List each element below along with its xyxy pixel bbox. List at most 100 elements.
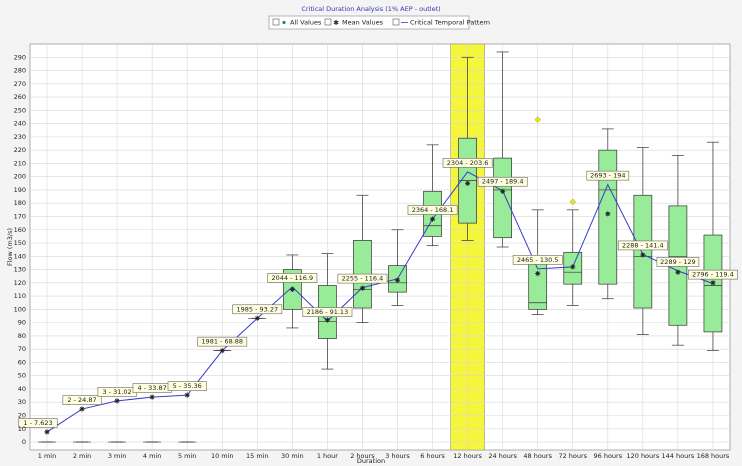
- value-label: 3 - 31.02: [102, 388, 131, 396]
- x-tick-label: 2 hours: [350, 452, 375, 460]
- mean-marker: [710, 280, 716, 286]
- value-label-box: [267, 273, 318, 283]
- legend-label: Mean Values: [342, 19, 384, 27]
- y-tick-label: 230: [14, 133, 26, 141]
- y-tick-label: 40: [18, 385, 26, 393]
- legend-checkbox[interactable]: [272, 18, 280, 26]
- x-tick-label: 48 hours: [523, 452, 552, 460]
- y-tick-label: 190: [14, 186, 26, 194]
- value-label-box: [688, 269, 738, 280]
- y-tick-label: 210: [14, 159, 26, 167]
- value-label: 2 - 24.87: [67, 396, 96, 404]
- y-tick-label: 200: [14, 173, 26, 181]
- y-tick-label: 90: [18, 319, 26, 327]
- mean-marker: [675, 269, 681, 275]
- value-label-box: [302, 307, 353, 317]
- x-tick-label: 30 min: [281, 452, 304, 460]
- mean-marker: [114, 398, 120, 404]
- y-tick-label: 170: [14, 212, 26, 220]
- x-tick-label: 144 hours: [662, 452, 695, 460]
- mean-marker: [184, 392, 190, 398]
- y-tick-label: 180: [14, 199, 26, 207]
- x-tick-label: 72 hours: [558, 452, 587, 460]
- box: [598, 149, 618, 285]
- mean-marker: [359, 285, 366, 291]
- mean-marker: [570, 264, 576, 270]
- value-label: 2289 - 129: [660, 258, 695, 266]
- mean-marker: [640, 252, 646, 258]
- value-label: 2288 - 141.4: [622, 241, 664, 249]
- value-label: 2304 - 203.6: [447, 159, 489, 167]
- x-tick-label: 12 hours: [453, 452, 482, 460]
- x-tick-label: 3 hours: [385, 452, 410, 460]
- y-tick-label: 120: [14, 279, 26, 287]
- value-label: 2255 - 116.4: [342, 275, 384, 283]
- y-tick-label: 130: [14, 266, 26, 274]
- y-tick-label: 150: [14, 239, 26, 247]
- y-tick-label: 10: [18, 425, 26, 433]
- value-label: 2497 - 189.4: [482, 178, 524, 186]
- value-label-box: [232, 304, 283, 315]
- mean-marker: [289, 286, 295, 293]
- x-tick-label: 168 hours: [697, 452, 730, 460]
- legend-checkbox[interactable]: [324, 18, 332, 26]
- y-tick-label: 110: [14, 292, 26, 300]
- x-tick-label: 96 hours: [593, 452, 622, 460]
- grid: [30, 43, 730, 451]
- x-tick-label: 1 hour: [317, 452, 338, 460]
- value-label-box: [18, 418, 58, 428]
- mean-marker: [44, 429, 50, 435]
- value-label-box: [586, 170, 630, 181]
- y-tick-label: 50: [18, 372, 26, 380]
- x-tick-label: 15 min: [246, 452, 269, 460]
- mean-marker: [500, 188, 506, 194]
- mean-marker: [254, 315, 260, 321]
- x-tick-label: 4 min: [143, 452, 161, 460]
- x-tick-label: 2 min: [73, 452, 91, 460]
- value-label: 2364 - 168.1: [412, 206, 454, 214]
- x-tick-label: 10 min: [211, 452, 234, 460]
- x-tick-label: 1 min: [38, 452, 56, 460]
- outlier: [569, 198, 577, 206]
- value-label: 2693 - 194: [590, 172, 625, 180]
- y-tick-label: 220: [14, 146, 26, 154]
- outlier: [534, 116, 542, 123]
- mean-marker: [429, 216, 436, 222]
- value-label-box: [617, 240, 668, 251]
- value-label: 2465 - 130.5: [517, 256, 559, 264]
- y-tick-label: 60: [18, 358, 26, 366]
- x-tick-label: 6 hours: [420, 452, 445, 460]
- y-tick-label: 100: [14, 305, 26, 313]
- y-tick-label: 250: [14, 106, 26, 114]
- legend-label: All Values: [290, 19, 322, 27]
- mean-marker: [324, 317, 330, 323]
- y-tick-label: 20: [18, 412, 26, 420]
- mean-marker: [465, 180, 471, 186]
- mean-marker: [394, 277, 401, 283]
- value-label-box: [442, 158, 493, 168]
- mean-marker: [219, 348, 225, 354]
- value-label-box: [167, 381, 207, 391]
- value-label: 1985 - 93.27: [236, 305, 278, 313]
- value-label-box: [477, 176, 528, 187]
- legend-checkbox[interactable]: [392, 18, 400, 26]
- legend: [268, 15, 470, 30]
- y-tick-label: 260: [14, 93, 26, 101]
- value-label-box: [62, 395, 102, 405]
- x-axis-label: Duration: [357, 457, 385, 465]
- y-tick-label: 0: [22, 438, 26, 446]
- legend-swatch: ✱: [333, 19, 339, 27]
- y-tick-label: 280: [14, 67, 26, 75]
- value-label-box: [512, 255, 563, 265]
- legend-swatch: [282, 20, 286, 25]
- y-tick-label: 240: [14, 120, 26, 128]
- value-label: 2796 - 119.4: [692, 271, 734, 279]
- value-label: 2186 - 91.13: [307, 308, 349, 316]
- value-label-box: [656, 257, 700, 267]
- value-label: 2044 - 116.9: [272, 274, 314, 282]
- box: [633, 194, 653, 309]
- y-tick-label: 80: [18, 332, 26, 340]
- value-label-box: [337, 273, 388, 284]
- value-label: 1 - 7.623: [23, 419, 52, 427]
